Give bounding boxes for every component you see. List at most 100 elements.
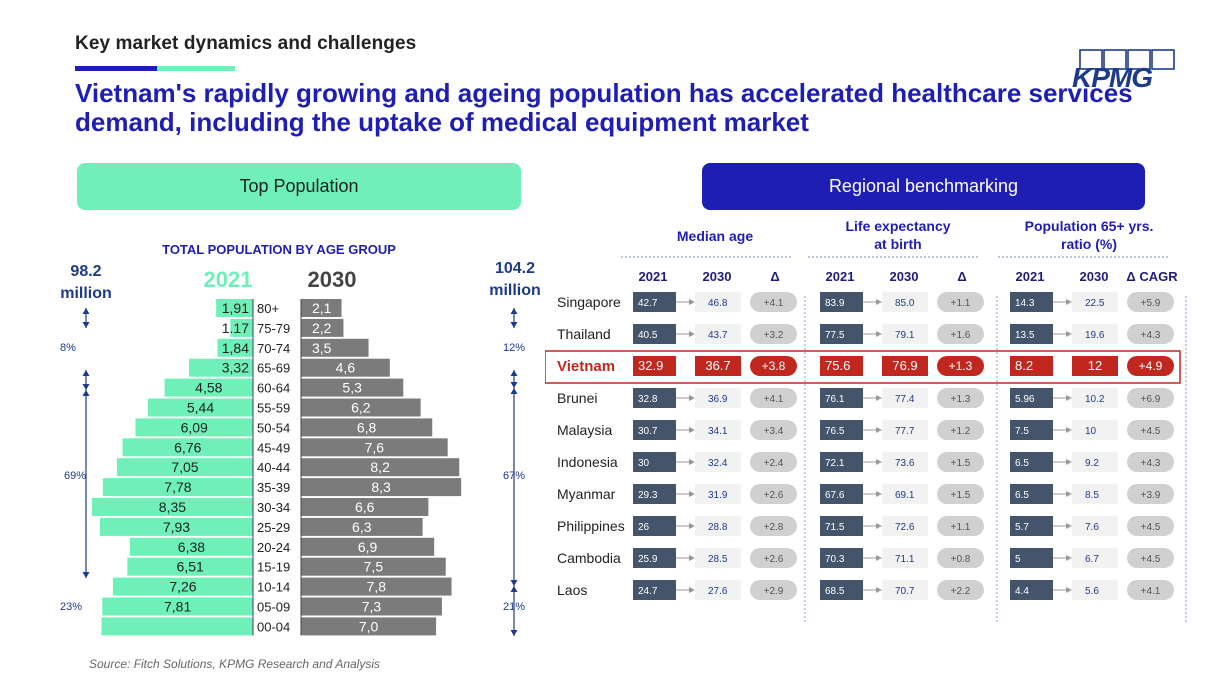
age-group-label: 60-64 [257,381,290,396]
delta-value: +3.4 [764,426,784,437]
bar-2021 [102,478,253,497]
value-label-2021: 1,91 [222,300,249,316]
value-cell-2030 [1072,548,1118,568]
section-kicker: Key market dynamics and challenges [75,33,417,54]
value-2021: 5.7 [1015,522,1029,533]
value-2021: 83.9 [825,298,845,309]
delta-pill [1127,388,1174,408]
delta-value: +1.3 [949,359,973,373]
delta-pill [750,356,797,376]
age-group-label: 70-74 [257,341,290,356]
value-cell-2021 [1010,484,1053,504]
bar-2021 [217,338,253,357]
change-arrow-head [689,459,695,465]
change-arrow-head [1066,331,1072,337]
value-cell-2030 [695,420,741,440]
value-2030: 43.7 [708,330,728,341]
delta-value: +4.5 [1141,522,1161,533]
delta-value: +4.9 [1139,359,1163,373]
kpmg-logo [1074,49,1186,97]
delta-value: +4.5 [1141,554,1161,565]
value-2030: 71.1 [895,554,915,565]
value-cell-2030 [695,484,741,504]
delta-pill [937,324,984,344]
value-cell-2021 [633,324,676,344]
age-group-label: 30-34 [257,500,290,515]
delta-pill [750,388,797,408]
change-arrow-head [876,523,882,529]
delta-pill [750,420,797,440]
bracket-right-bot-head-up [510,586,518,592]
bar-2021 [148,398,253,417]
delta-pill [750,292,797,312]
change-arrow-head [876,331,882,337]
value-cell-2021 [820,356,863,376]
bracket-right-bot-label: 21% [503,601,525,613]
delta-pill [750,324,797,344]
kicker-underline-green [157,66,235,71]
change-arrow-head [876,427,882,433]
value-2021: 4.4 [1015,586,1029,597]
group-header: Population 65+ yrs. [1025,218,1154,234]
country-label: Vietnam [557,358,615,375]
delta-pill [1127,484,1174,504]
bar-2021 [216,299,253,317]
bar-2021 [99,517,254,536]
delta-pill [937,516,984,536]
country-label: Thailand [557,326,611,342]
bar-2021 [135,418,253,437]
value-cell-2030 [1072,388,1118,408]
bar-2030 [301,299,342,317]
age-group-label: 45-49 [257,440,290,455]
value-label-2021: 1,84 [222,340,249,356]
value-cell-2021 [820,324,863,344]
value-2021: 70.3 [825,554,845,565]
value-2030: 77.7 [895,426,915,437]
value-label-2030: 7,8 [367,579,387,595]
value-cell-2030 [882,452,928,472]
value-label-2030: 5,3 [342,380,362,396]
value-cell-2030 [1072,516,1118,536]
value-label-2030: 6,9 [358,539,378,555]
value-2021: 77.5 [825,330,845,341]
delta-value: +0.8 [951,554,971,565]
age-group-label: 65-69 [257,361,290,376]
delta-value: +5.9 [1141,298,1161,309]
change-arrow-head [1066,523,1072,529]
delta-value: +4.5 [1141,426,1161,437]
group-header: Life expectancy [845,218,950,234]
value-cell-2030 [695,356,741,376]
delta-value: +4.3 [1141,458,1161,469]
bar-2021 [164,378,253,397]
value-label-2021: 7,05 [171,459,198,475]
value-2021: 76.1 [825,394,845,405]
value-2030: 6.7 [1085,554,1099,565]
value-2021: 5.96 [1015,394,1035,405]
delta-value: +4.3 [1141,330,1161,341]
bar-2021 [129,537,253,556]
value-cell-2021 [820,420,863,440]
bar-2030 [301,358,390,377]
value-cell-2030 [1072,580,1118,600]
delta-value: +2.6 [764,554,784,565]
value-cell-2021 [820,516,863,536]
value-cell-2021 [820,388,863,408]
value-label-2021: 3,32 [222,360,249,376]
age-group-label: 05-09 [257,600,290,615]
bar-2030 [301,577,452,596]
value-2021: 6.5 [1015,458,1029,469]
value-2030: 72.6 [895,522,915,533]
delta-value: +1.3 [951,394,971,405]
highlight-row-frame [545,350,1181,384]
value-label-2030: 8,3 [371,479,391,495]
delta-pill [1127,452,1174,472]
change-arrow-head [1066,459,1072,465]
value-label-2021: 6,51 [177,559,204,575]
bar-2030 [301,557,446,576]
top-population-header: Top Population [77,163,521,210]
delta-pill [1127,548,1174,568]
value-cell-2021 [633,484,676,504]
value-cell-2030 [882,324,928,344]
change-arrow-head [876,491,882,497]
bracket-right-top-label: 12% [503,342,525,354]
